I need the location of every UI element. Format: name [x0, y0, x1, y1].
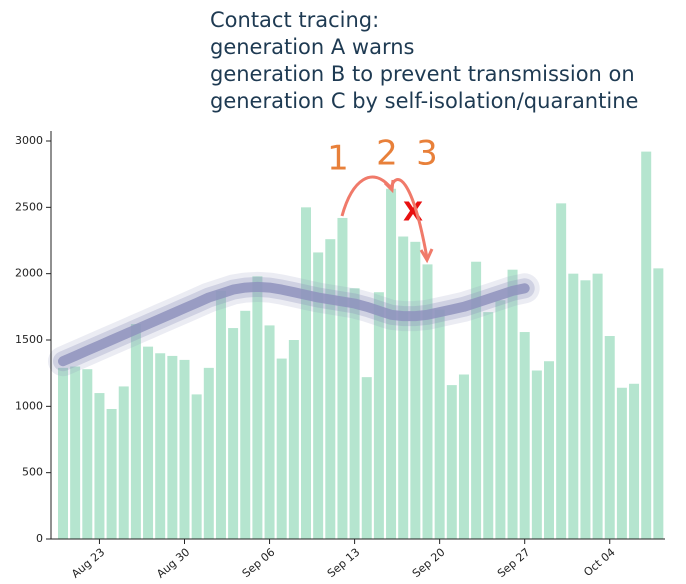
annotation: 2 [376, 134, 398, 174]
bar [118, 386, 129, 539]
bar [143, 346, 154, 539]
x-tick-label: Sep 13 [325, 546, 363, 581]
y-tick-label: 1500 [15, 333, 43, 346]
bar [361, 377, 372, 539]
plot-area: 0 500 1000 1500 2000 2500 3000 Aug 23 Aug 30 Sep … [15, 131, 665, 581]
bar [653, 268, 664, 539]
bar [337, 217, 348, 540]
bar [386, 188, 397, 539]
bar [82, 369, 93, 539]
y-tick-label: 500 [22, 466, 43, 479]
annotation: 3 [416, 134, 438, 174]
bar [70, 366, 81, 539]
y-tick-label: 2500 [15, 200, 43, 213]
y-tick-label: 0 [36, 532, 43, 545]
bar [301, 207, 311, 540]
bar [580, 280, 591, 539]
x-tick-label: Aug 23 [69, 546, 107, 581]
bar [410, 241, 421, 539]
bar [519, 332, 530, 539]
bar [434, 309, 445, 539]
bar [167, 355, 178, 539]
bar [422, 264, 433, 539]
bar [349, 288, 360, 539]
title-line: generation A warns [210, 35, 414, 59]
annotation: 1 [327, 139, 349, 179]
bar [240, 310, 251, 539]
title-line: Contact tracing: [210, 8, 379, 32]
y-tick-label: 2000 [15, 267, 43, 280]
bar [276, 358, 287, 539]
annotations: 1 2 3 X [327, 134, 438, 264]
bar [325, 239, 336, 539]
title-line: generation B to prevent transmission on [210, 62, 635, 86]
y-tick-label: 1000 [15, 399, 43, 412]
bar [94, 393, 105, 539]
bar [228, 328, 239, 539]
bar [592, 273, 603, 539]
bar [568, 273, 579, 539]
bar [313, 252, 324, 539]
bar [398, 236, 409, 539]
bar [252, 276, 263, 539]
bar [531, 370, 542, 539]
bar [58, 367, 68, 539]
x-tick-label: Sep 20 [410, 546, 448, 581]
bar [373, 292, 384, 539]
bar [106, 408, 117, 539]
bar [191, 394, 202, 539]
x-tick-label: Oct 04 [581, 546, 617, 579]
bar [629, 383, 640, 539]
bar [288, 340, 299, 539]
arrow [389, 178, 429, 259]
bar [604, 336, 615, 539]
x-tick-label: Sep 27 [495, 546, 533, 581]
bar [616, 387, 627, 539]
title-line: generation C by self-isolation/quarantin… [210, 89, 638, 113]
bar [264, 325, 275, 539]
bar [203, 367, 214, 539]
bar [495, 300, 506, 539]
x-tick-label: Sep 06 [240, 546, 278, 581]
bar [179, 359, 190, 539]
x-tick-label: Aug 30 [154, 546, 192, 581]
bar [483, 312, 494, 539]
y-tick-label: 3000 [15, 134, 43, 147]
trend-line [58, 281, 530, 367]
bar [507, 269, 518, 539]
arrow [340, 175, 393, 217]
bar [130, 324, 141, 539]
bar [471, 261, 482, 539]
bar [446, 385, 457, 539]
bar [544, 361, 554, 539]
bar [155, 353, 166, 539]
arrow-head [419, 248, 434, 264]
bar [641, 151, 652, 539]
bar [556, 203, 567, 539]
bar [215, 290, 226, 539]
bar [458, 374, 469, 539]
